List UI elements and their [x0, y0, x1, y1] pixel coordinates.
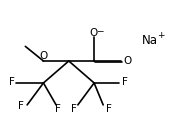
Text: F: F [123, 77, 128, 87]
Text: F: F [71, 104, 77, 114]
Text: +: + [157, 31, 165, 40]
Text: F: F [9, 77, 15, 87]
Text: F: F [18, 101, 23, 111]
Text: Na: Na [142, 34, 158, 47]
Text: F: F [55, 104, 61, 114]
Text: F: F [106, 104, 112, 114]
Text: O: O [89, 28, 97, 38]
Text: O: O [123, 56, 131, 66]
Text: −: − [96, 26, 103, 35]
Text: O: O [39, 51, 48, 61]
